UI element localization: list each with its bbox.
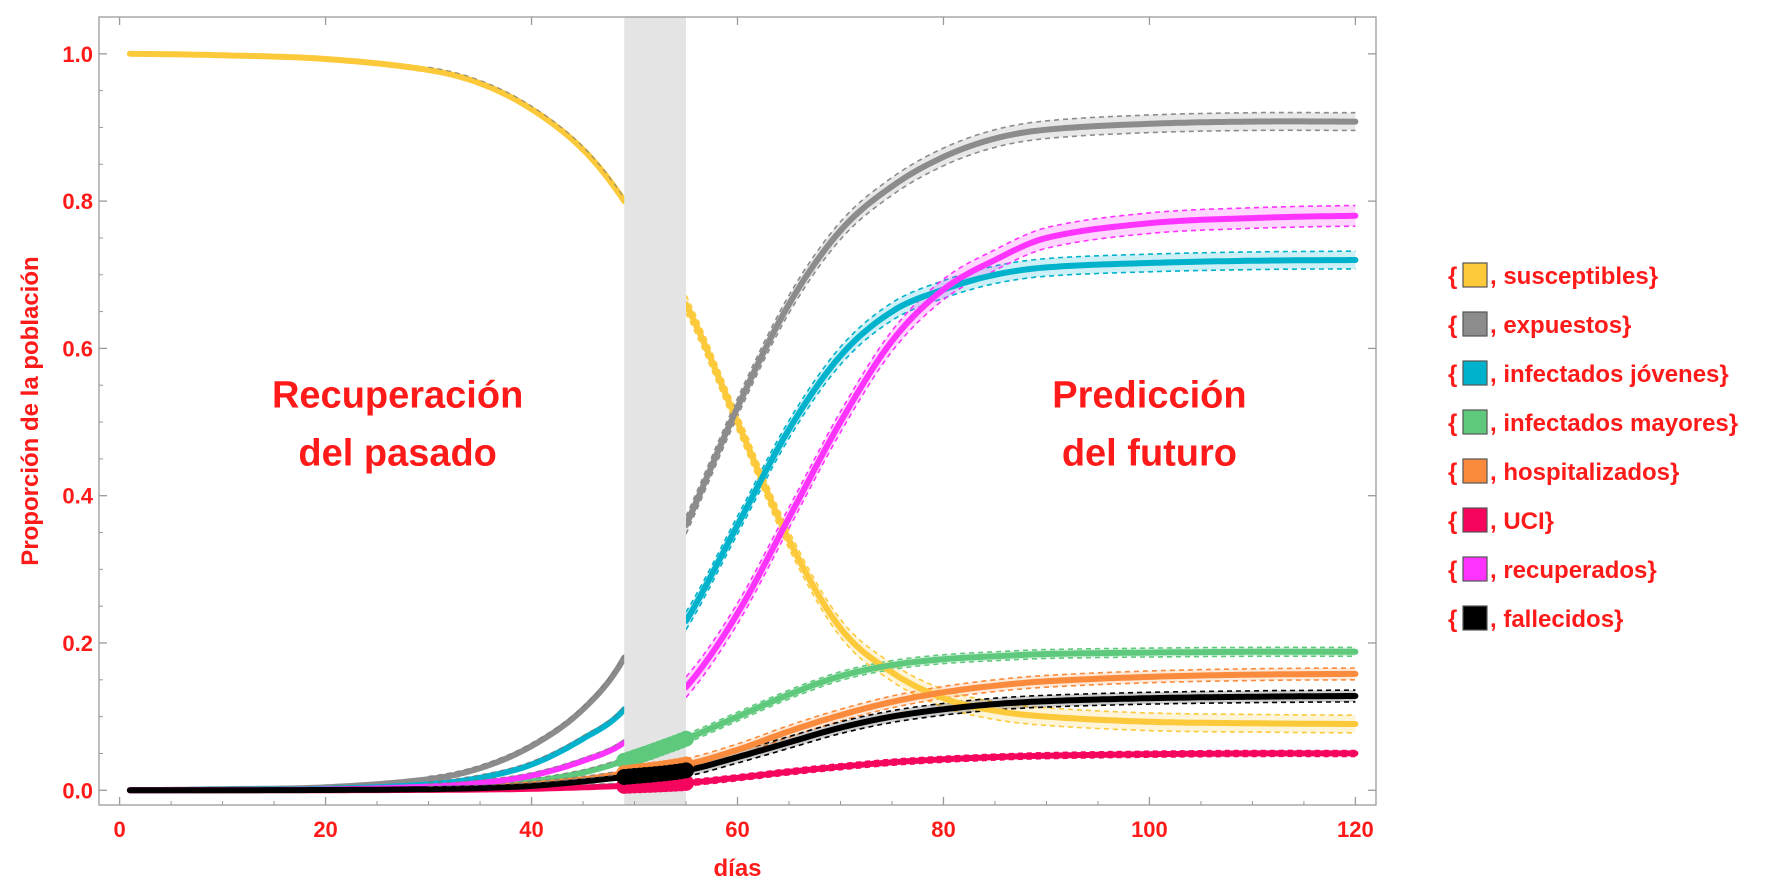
series-1-past-dash bbox=[428, 654, 625, 777]
x-tick-label: 20 bbox=[313, 817, 337, 842]
legend-swatch bbox=[1462, 311, 1488, 337]
legend-open-brace: { bbox=[1448, 312, 1457, 339]
series-3-upper-bound bbox=[685, 646, 1356, 736]
legend-entry: { , hospitalizados} bbox=[1448, 458, 1679, 486]
annotation-layer: Recuperación del pasado Predicción del futu… bbox=[272, 374, 1247, 474]
series-3-lower-bound bbox=[685, 655, 1356, 744]
x-axis-ticks: 0 20 40 60 80 100 120 bbox=[113, 17, 1374, 842]
legend-entry: { , susceptibles} bbox=[1448, 262, 1658, 290]
series-4-lower-bound bbox=[685, 679, 1356, 772]
legend-swatch bbox=[1462, 605, 1488, 631]
annotation-0-line-1: del pasado bbox=[298, 432, 497, 474]
y-axis-ticks: 0.0 0.2 0.4 0.6 0.8 1.0 bbox=[62, 42, 1376, 803]
legend-swatch bbox=[1462, 458, 1488, 484]
x-tick-label: 60 bbox=[725, 817, 749, 842]
legend-open-brace: { bbox=[1448, 410, 1457, 437]
legend-swatch bbox=[1462, 360, 1488, 386]
series-0-past-line bbox=[126, 50, 628, 205]
legend-open-brace: { bbox=[1448, 557, 1457, 584]
legend-entry: { , infectados mayores} bbox=[1448, 409, 1738, 437]
x-tick-label: 120 bbox=[1337, 817, 1374, 842]
series-1-future-line bbox=[683, 118, 1359, 529]
legend-open-brace: { bbox=[1448, 361, 1457, 388]
y-tick-label: 0.8 bbox=[62, 189, 93, 214]
y-tick-label: 0.6 bbox=[62, 336, 93, 361]
series-7-future-line bbox=[683, 693, 1359, 774]
series-7-lower-bound bbox=[685, 701, 1356, 778]
series-5-past-dash bbox=[428, 782, 625, 788]
series-6-past-dash bbox=[428, 738, 625, 785]
series-line-layer bbox=[126, 50, 1359, 794]
series-7-marker bbox=[678, 762, 694, 779]
y-tick-label: 1.0 bbox=[62, 42, 93, 67]
legend-swatch bbox=[1462, 556, 1488, 582]
legend-label: , expuestos} bbox=[1490, 312, 1631, 339]
y-tick-label: 0.2 bbox=[62, 631, 93, 656]
x-tick-label: 0 bbox=[113, 817, 125, 842]
annotation-0-line-0: Recuperación bbox=[272, 374, 523, 416]
legend-label: , infectados mayores} bbox=[1490, 410, 1738, 437]
marker-layer bbox=[616, 17, 694, 805]
legend-entry: { , recuperados} bbox=[1448, 556, 1657, 584]
legend-label: , recuperados} bbox=[1490, 557, 1657, 584]
legend-label: , infectados jóvenes} bbox=[1490, 361, 1729, 388]
legend-entry: { , fallecidos} bbox=[1448, 605, 1623, 633]
series-0-future-line bbox=[683, 301, 1359, 727]
series-0-past-dash bbox=[428, 66, 625, 199]
x-tick-label: 100 bbox=[1131, 817, 1168, 842]
y-tick-label: 0.4 bbox=[62, 484, 93, 509]
series-4-future-line bbox=[683, 670, 1359, 768]
annotation-1-line-0: Predicción bbox=[1052, 374, 1246, 416]
legend-entry: { , expuestos} bbox=[1448, 311, 1631, 339]
series-2-future-line bbox=[683, 257, 1359, 624]
series-6-future-line bbox=[683, 212, 1359, 691]
transition-region bbox=[624, 17, 687, 805]
legend-swatch bbox=[1462, 507, 1488, 533]
series-6-upper-bound bbox=[685, 204, 1356, 678]
series-6-lower-bound bbox=[685, 225, 1356, 699]
legend-label: , UCI} bbox=[1490, 508, 1554, 535]
legend-label: , hospitalizados} bbox=[1490, 459, 1679, 486]
legend-label: , fallecidos} bbox=[1490, 606, 1623, 633]
legend: { , susceptibles} { , expuestos} { , infectad… bbox=[1448, 262, 1738, 633]
legend-open-brace: { bbox=[1448, 459, 1457, 486]
series-5-future-line bbox=[683, 750, 1359, 786]
series-3-future-line bbox=[683, 648, 1359, 742]
y-axis-label: Proporción de la población bbox=[17, 256, 44, 565]
legend-swatch bbox=[1462, 262, 1488, 288]
series-7-upper-bound bbox=[685, 689, 1356, 766]
x-tick-label: 40 bbox=[519, 817, 543, 842]
legend-entry: { , infectados jóvenes} bbox=[1448, 360, 1729, 388]
series-4-upper-bound bbox=[685, 667, 1356, 760]
y-tick-label: 0.0 bbox=[62, 778, 93, 803]
annotation-1-line-1: del futuro bbox=[1062, 432, 1237, 474]
legend-open-brace: { bbox=[1448, 508, 1457, 535]
legend-entry: { , UCI} bbox=[1448, 507, 1554, 535]
legend-swatch bbox=[1462, 409, 1488, 435]
series-1-lower-bound bbox=[685, 129, 1356, 535]
series-6-band bbox=[686, 205, 1356, 698]
series-1-upper-bound bbox=[685, 111, 1356, 517]
legend-open-brace: { bbox=[1448, 263, 1457, 290]
series-3-marker bbox=[678, 730, 694, 747]
series-7-past-line bbox=[126, 774, 628, 794]
series-3-past-dash bbox=[428, 757, 625, 786]
series-4-past-dash bbox=[428, 769, 625, 787]
x-axis-label: días bbox=[713, 855, 761, 882]
x-tick-label: 80 bbox=[931, 817, 955, 842]
legend-open-brace: { bbox=[1448, 606, 1457, 633]
series-2-past-dash bbox=[428, 705, 625, 783]
series-7-past-dash bbox=[428, 773, 625, 787]
legend-label: , susceptibles} bbox=[1490, 263, 1658, 290]
